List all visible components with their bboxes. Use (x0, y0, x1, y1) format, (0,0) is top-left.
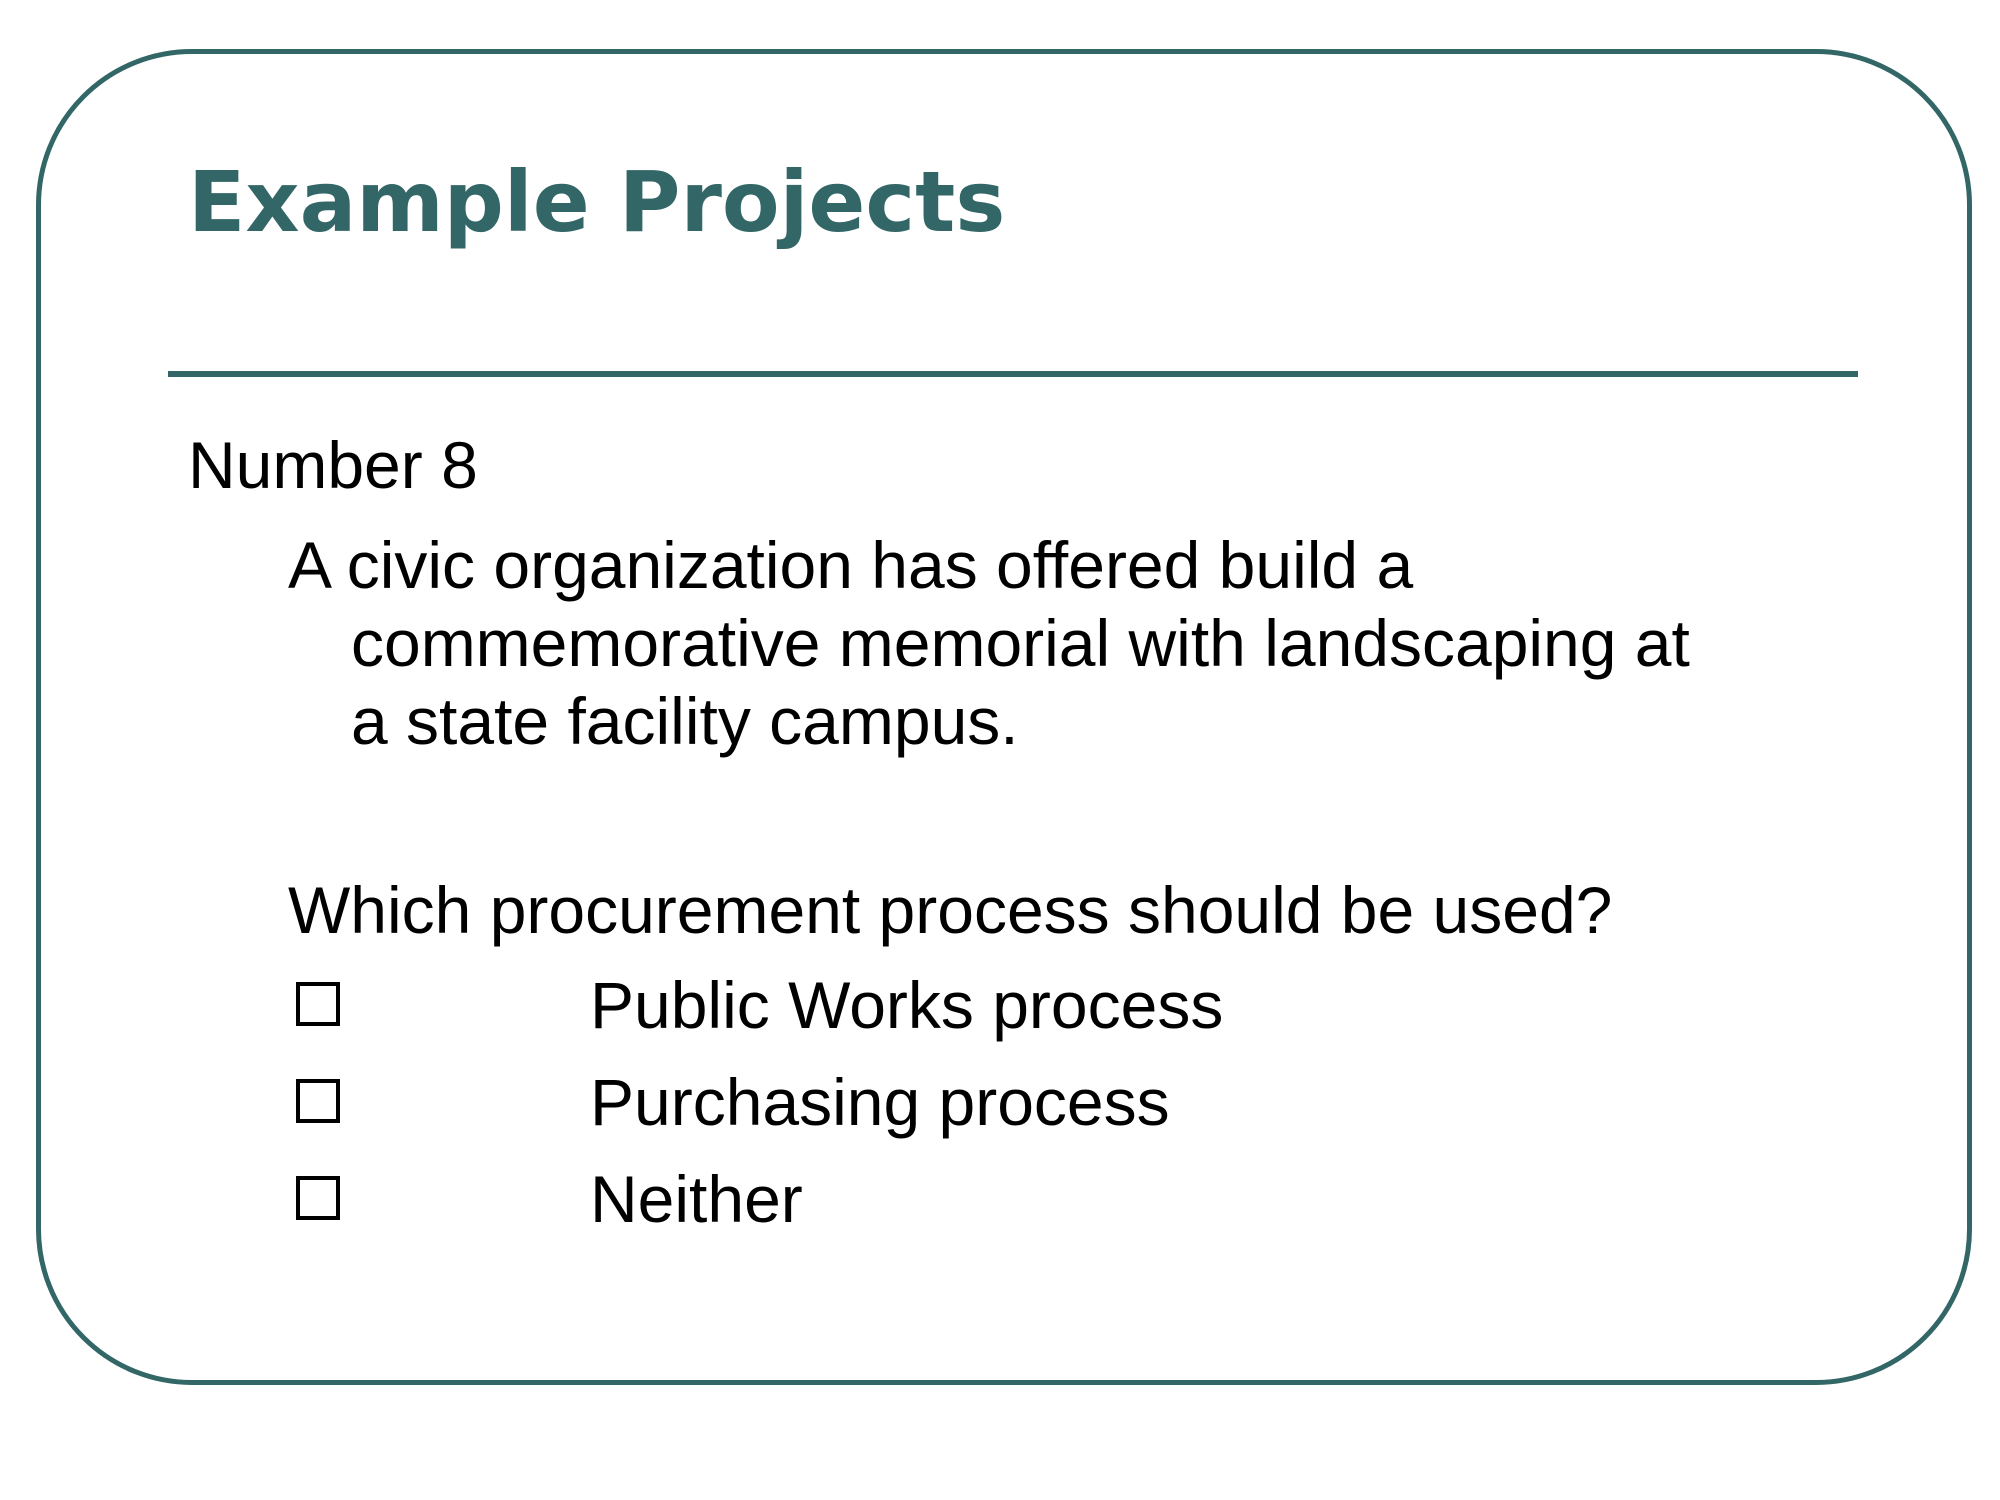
option-neither[interactable]: Neither (288, 1166, 1688, 1244)
description-line: commemorative memorial with landscaping … (351, 606, 1690, 680)
checkbox-icon[interactable] (296, 982, 340, 1026)
description-line: A civic organization has offered build a (288, 528, 1414, 602)
description-line: a state facility campus. (351, 684, 1019, 758)
project-number-heading: Number 8 (188, 428, 478, 502)
checkbox-icon[interactable] (296, 1079, 340, 1123)
procurement-question: Which procurement process should be used… (288, 873, 1613, 947)
slide-title: Example Projects (188, 153, 1006, 251)
option-label: Purchasing process (590, 1065, 1170, 1139)
option-public-works[interactable]: Public Works process (288, 972, 1688, 1050)
checkbox-icon[interactable] (296, 1176, 340, 1220)
rounded-slide-frame (36, 49, 1972, 1385)
option-label: Public Works process (590, 968, 1224, 1042)
title-divider (168, 371, 1858, 377)
project-description: A civic organization has offered build a… (288, 526, 1848, 760)
option-purchasing[interactable]: Purchasing process (288, 1069, 1688, 1147)
option-label: Neither (590, 1162, 803, 1236)
